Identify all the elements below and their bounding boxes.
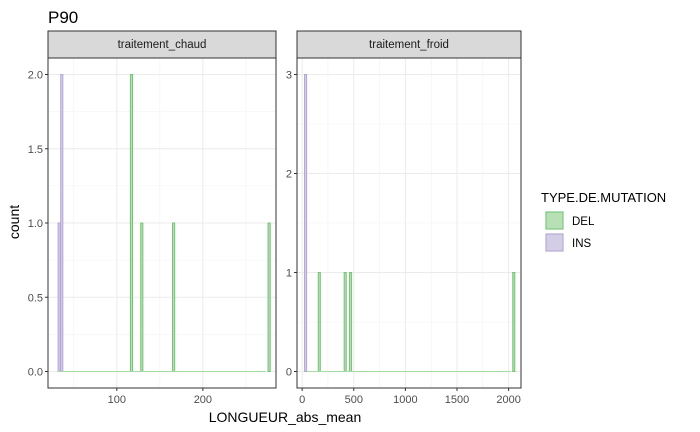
facet-strip <box>296 30 522 59</box>
facet-strip-label: traitement_froid <box>369 39 449 51</box>
legend-title: TYPE.DE.MUTATION <box>541 190 666 205</box>
x-tick-label: 500 <box>345 394 363 406</box>
y-tick-label: 1 <box>286 268 292 280</box>
x-tick-label: 1000 <box>393 394 417 406</box>
bar-del <box>172 222 176 372</box>
bar-del <box>343 272 347 372</box>
bar-del <box>349 272 353 372</box>
y-axis-title: count <box>6 205 22 239</box>
panel-border <box>296 57 522 389</box>
bar-del <box>267 222 271 372</box>
x-tick-label: 200 <box>194 394 212 406</box>
x-tick-label: 2000 <box>496 394 520 406</box>
y-tick-label: 3 <box>286 70 292 82</box>
y-tick-label: 2.0 <box>28 70 43 82</box>
facet-panel-traitement_chaud: traitement_chaud 0.0 0.5 1.0 1.5 2.0 100 200 <box>28 30 277 406</box>
y-tick-label: 0.5 <box>28 292 43 304</box>
bar-ins <box>57 222 61 372</box>
bar-del <box>512 272 516 372</box>
x-tick-label: 0 <box>299 394 305 406</box>
x-tick-label: 1500 <box>445 394 469 406</box>
x-axis-title: LONGUEUR_abs_mean <box>209 409 362 425</box>
y-tick-label: 1.0 <box>28 218 43 230</box>
x-tick-label: 100 <box>108 394 126 406</box>
facet-panel-traitement_froid: traitement_froid 0 1 2 3 0 500 1000 1500 2000 <box>286 30 522 406</box>
bar-del <box>317 272 321 372</box>
legend-key-ins <box>545 233 564 252</box>
legend: TYPE.DE.MUTATION DEL INS <box>541 190 666 252</box>
bar-del <box>129 74 134 372</box>
y-tick-label: 0.0 <box>28 367 43 379</box>
facet-strip <box>47 30 277 59</box>
bar-ins <box>304 74 308 372</box>
bar-del <box>140 222 144 372</box>
legend-key-del <box>545 211 564 230</box>
plot-title: P90 <box>48 8 78 27</box>
y-tick-label: 2 <box>286 169 292 181</box>
y-tick-label: 0 <box>286 367 292 379</box>
legend-label-del: DEL <box>572 216 595 228</box>
legend-label-ins: INS <box>572 238 592 250</box>
y-tick-label: 1.5 <box>28 144 43 156</box>
facet-strip-label: traitement_chaud <box>118 39 207 51</box>
bar-ins <box>60 74 64 372</box>
